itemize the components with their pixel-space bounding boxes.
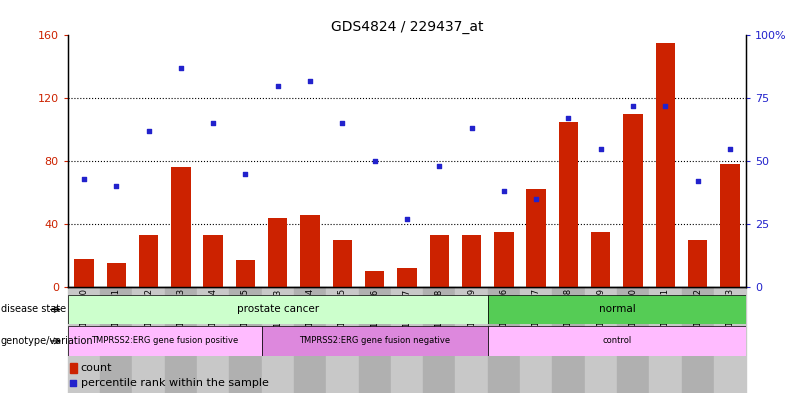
Point <box>336 120 349 127</box>
Bar <box>358 287 391 393</box>
Text: control: control <box>602 336 631 345</box>
Text: TMPRSS2:ERG gene fusion negative: TMPRSS2:ERG gene fusion negative <box>299 336 450 345</box>
Bar <box>197 287 229 393</box>
Bar <box>488 287 520 393</box>
Bar <box>107 263 126 287</box>
Text: prostate cancer: prostate cancer <box>237 305 319 314</box>
Point <box>77 176 90 182</box>
Point <box>110 183 123 189</box>
Point <box>369 158 381 164</box>
Bar <box>391 287 423 393</box>
Bar <box>300 215 320 287</box>
Bar <box>262 326 488 356</box>
Bar <box>365 271 385 287</box>
Bar <box>520 287 552 393</box>
Bar <box>132 287 164 393</box>
Point <box>465 125 478 132</box>
Bar <box>456 287 488 393</box>
Bar <box>527 189 546 287</box>
Bar <box>333 240 352 287</box>
Bar <box>721 164 740 287</box>
Bar <box>69 362 77 373</box>
Bar <box>268 218 287 287</box>
Text: disease state: disease state <box>1 305 66 314</box>
Bar <box>294 287 326 393</box>
Bar <box>397 268 417 287</box>
Title: GDS4824 / 229437_at: GDS4824 / 229437_at <box>330 20 484 34</box>
Bar <box>68 326 262 356</box>
Text: normal: normal <box>598 305 635 314</box>
Bar <box>585 287 617 393</box>
Point <box>67 380 80 386</box>
Text: genotype/variation: genotype/variation <box>1 336 93 346</box>
Bar <box>68 295 488 324</box>
Bar <box>714 287 746 393</box>
Point <box>271 83 284 89</box>
Point <box>691 178 704 184</box>
Bar <box>623 114 642 287</box>
Bar <box>591 232 610 287</box>
Point <box>433 163 445 169</box>
Point <box>497 188 510 195</box>
Point <box>562 115 575 121</box>
Point <box>626 103 639 109</box>
Text: TMPRSS2:ERG gene fusion positive: TMPRSS2:ERG gene fusion positive <box>91 336 239 345</box>
Bar <box>68 287 100 393</box>
Bar <box>488 326 746 356</box>
Point <box>530 196 543 202</box>
Point <box>239 171 252 177</box>
Bar <box>559 122 579 287</box>
Bar <box>429 235 449 287</box>
Text: count: count <box>81 363 113 373</box>
Bar <box>74 259 93 287</box>
Bar <box>462 235 481 287</box>
Point <box>207 120 219 127</box>
Bar <box>488 295 746 324</box>
Point <box>142 128 155 134</box>
Bar <box>164 287 197 393</box>
Bar <box>172 167 191 287</box>
Bar <box>617 287 650 393</box>
Bar <box>423 287 456 393</box>
Bar <box>688 240 707 287</box>
Bar <box>494 232 514 287</box>
Text: percentile rank within the sample: percentile rank within the sample <box>81 378 269 387</box>
Point <box>304 77 317 84</box>
Point <box>724 145 737 152</box>
Bar <box>235 260 255 287</box>
Bar <box>100 287 132 393</box>
Bar <box>229 287 262 393</box>
Point <box>401 216 413 222</box>
Bar <box>203 235 223 287</box>
Bar <box>681 287 714 393</box>
Bar <box>326 287 358 393</box>
Bar <box>650 287 681 393</box>
Point <box>659 103 672 109</box>
Bar <box>552 287 585 393</box>
Point <box>175 65 188 71</box>
Bar <box>656 43 675 287</box>
Point <box>595 145 607 152</box>
Bar <box>139 235 158 287</box>
Bar <box>262 287 294 393</box>
